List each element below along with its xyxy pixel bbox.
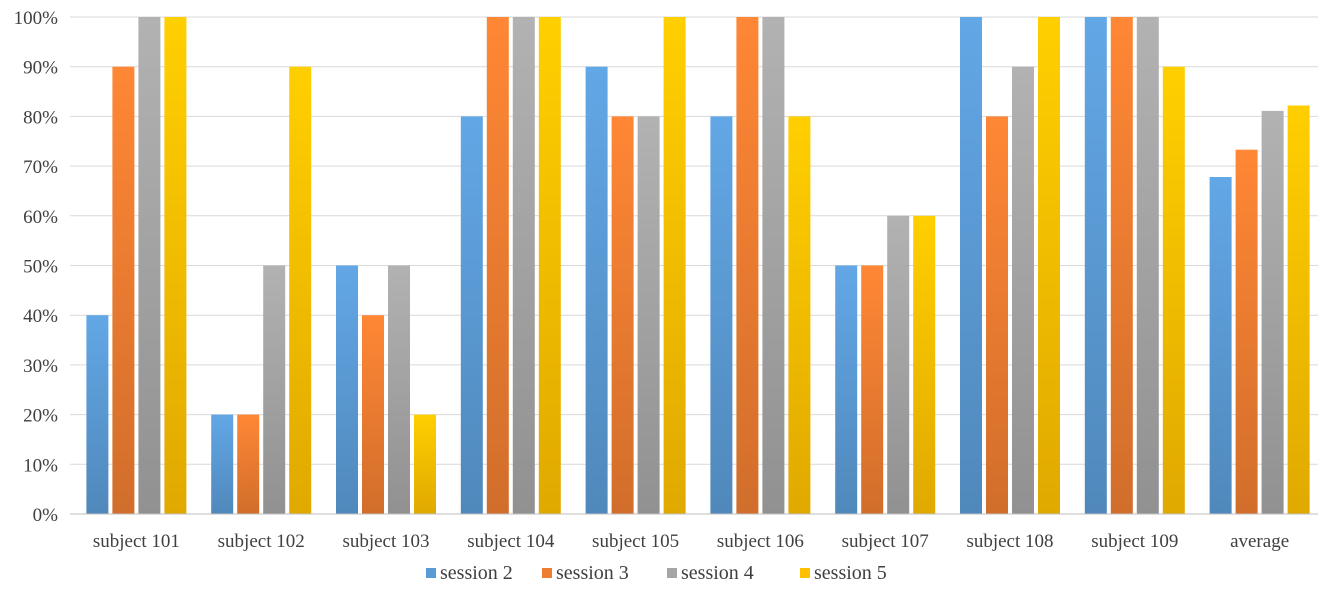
bars [86, 17, 1310, 515]
bar-session-5-subject-103 [414, 414, 436, 514]
bar-session-4-subject-103 [388, 265, 410, 514]
bar-session-5-subject-101 [164, 17, 187, 514]
y-tick-label: 50% [23, 257, 58, 278]
legend-item-session-5: session 5 [800, 562, 887, 584]
bar-session-2-subject-105 [585, 66, 608, 514]
bar-session-5-subject-109 [1162, 66, 1185, 514]
legend-item-session-4: session 4 [667, 562, 754, 584]
bar-session-2-subject-106 [710, 116, 733, 515]
x-category-label: subject 106 [717, 531, 804, 552]
x-category-label: subject 108 [966, 531, 1053, 552]
bar-session-2-subject-102 [211, 414, 234, 514]
bar-session-2-subject-107 [835, 265, 858, 514]
legend-swatch [800, 568, 810, 578]
y-tick-label: 90% [23, 58, 58, 79]
bar-session-2-subject-108 [960, 17, 982, 514]
bar-session-2-average [1209, 177, 1232, 514]
bar-session-5-average [1287, 105, 1310, 514]
bar-session-4-subject-101 [138, 17, 161, 514]
bar-session-3-subject-109 [1110, 17, 1133, 514]
y-tick-label: 70% [23, 157, 58, 178]
bar-session-5-subject-104 [538, 17, 561, 514]
y-tick-label: 100% [14, 8, 59, 29]
bar-session-3-average [1235, 149, 1258, 514]
legend-swatch [667, 568, 677, 578]
bar-session-2-subject-101 [86, 315, 109, 514]
y-tick-label: 20% [23, 406, 58, 427]
legend-label: session 3 [556, 562, 629, 584]
legend: session 2 session 3 session 4 session 5 [426, 562, 887, 584]
y-tick-label: 10% [23, 455, 58, 476]
y-tick-label: 60% [23, 207, 58, 228]
x-category-label: subject 104 [467, 531, 555, 552]
legend-item-session-3: session 3 [542, 562, 629, 584]
bar-session-4-subject-108 [1012, 66, 1034, 514]
legend-label: session 4 [681, 562, 754, 584]
bar-session-4-subject-106 [762, 17, 785, 514]
bar-session-4-average [1261, 110, 1284, 515]
legend-item-session-2: session 2 [426, 562, 513, 584]
bar-session-3-subject-101 [112, 66, 135, 514]
bar-session-5-subject-102 [289, 66, 312, 514]
x-category-label: subject 102 [218, 531, 305, 552]
bar-session-2-subject-104 [460, 116, 483, 515]
bar-session-5-subject-107 [913, 215, 936, 515]
y-axis-tick-labels: 0% 10% 20% 30% 40% 50% 60% 70% 80% 90% 100% [14, 8, 59, 526]
bar-session-2-subject-109 [1084, 17, 1107, 514]
bar-session-3-subject-106 [736, 17, 759, 514]
y-tick-label: 0% [33, 505, 59, 526]
legend-swatch [426, 568, 436, 578]
bar-session-4-subject-104 [512, 17, 535, 514]
y-tick-label: 30% [23, 356, 58, 377]
x-category-label: subject 107 [842, 531, 929, 552]
x-category-label: subject 109 [1091, 531, 1178, 552]
bar-session-5-subject-105 [663, 17, 686, 514]
x-axis-category-labels: subject 101 subject 102 subject 103 subject… [93, 531, 1289, 552]
legend-label: session 5 [814, 562, 887, 584]
bar-session-2-subject-103 [336, 265, 358, 514]
bar-session-4-subject-107 [887, 215, 910, 515]
x-category-label: average [1230, 531, 1289, 552]
bar-session-3-subject-108 [986, 116, 1008, 515]
x-category-label: subject 105 [592, 531, 679, 552]
bar-session-3-subject-105 [611, 116, 634, 515]
x-category-label: subject 101 [93, 531, 180, 552]
bar-session-3-subject-104 [486, 17, 509, 514]
legend-label: session 2 [440, 562, 513, 584]
bar-session-4-subject-109 [1136, 17, 1159, 514]
bar-session-3-subject-107 [861, 265, 884, 514]
bar-session-5-subject-108 [1038, 17, 1060, 514]
y-tick-label: 40% [23, 306, 58, 327]
bar-session-4-subject-102 [263, 265, 286, 514]
legend-swatch [542, 568, 552, 578]
bar-session-3-subject-102 [237, 414, 260, 514]
bar-session-3-subject-103 [362, 315, 384, 514]
bar-session-5-subject-106 [788, 116, 811, 515]
bar-session-4-subject-105 [637, 116, 660, 515]
x-category-label: subject 103 [342, 531, 429, 552]
y-tick-label: 80% [23, 107, 58, 128]
